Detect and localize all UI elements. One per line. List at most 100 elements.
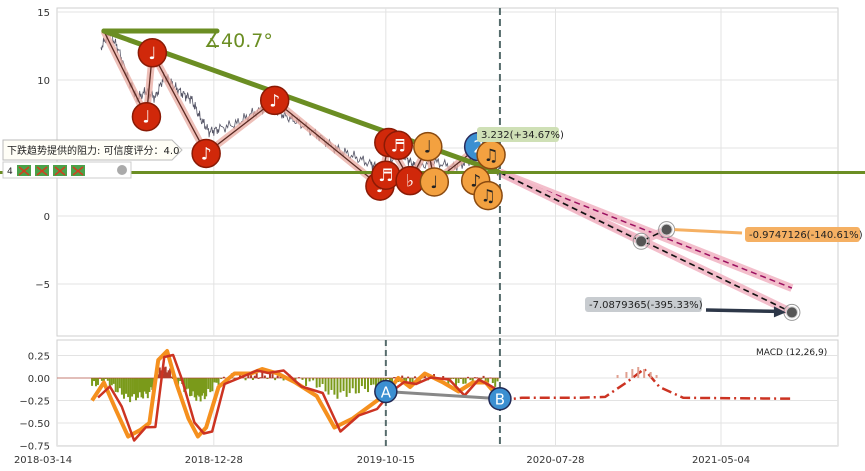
point-a-circle: [374, 379, 398, 404]
note-marker-glyph: ♩: [424, 138, 432, 158]
macd-hist-bar: [163, 367, 166, 378]
macd-hist-bar: [190, 378, 193, 396]
note-marker: ♩: [413, 131, 443, 162]
macd-hist-bar: [388, 378, 391, 383]
note-marker-glyph: ♪: [201, 144, 212, 164]
macd-hist-bar: [192, 378, 195, 392]
bottom-arrow-head: [773, 306, 786, 318]
macd-hist-bar: [496, 378, 499, 382]
macd-hist-bar: [253, 375, 256, 378]
macd-hist-bar: [108, 378, 111, 389]
macd-hist-bar: [95, 378, 98, 387]
macd-hist-bar: [120, 378, 123, 395]
macd-hist-bar: [357, 378, 360, 394]
point-a: A: [374, 379, 398, 404]
macd-hist-bar: [282, 378, 285, 381]
x-tick-label: 2021-05-04: [692, 455, 750, 466]
macd-plot-area: [57, 349, 792, 442]
macd-hist-bar: [146, 378, 149, 399]
macd-hist-bar: [188, 378, 191, 397]
note-marker: ♫: [473, 180, 503, 211]
macd-hist-bar: [158, 367, 161, 378]
macd-hist-bar: [203, 378, 206, 400]
macd-hist-bar: [196, 378, 199, 396]
resistance-callout-text: 下跌趋势提供的阻力: 可信度评分：4.0: [7, 144, 179, 157]
macd-hist-bar: [318, 378, 321, 388]
note-marker-glyph: ♩: [148, 44, 156, 64]
macd-hist-bar: [268, 372, 271, 378]
note-marker: ♬: [371, 160, 401, 190]
macd-hist-bar: [106, 378, 109, 381]
macd-hist-bar: [312, 378, 315, 381]
macd-hist-bar: [447, 378, 450, 385]
note-marker-glyph: ♫: [483, 146, 498, 166]
macd-hist-bar: [401, 375, 404, 378]
macd-y-tick-label: −0.50: [19, 419, 50, 430]
macd-hist-bar: [129, 378, 132, 403]
projection-hist-bar: [631, 369, 634, 378]
macd-hist-bar: [157, 374, 160, 378]
macd-hist-bar: [330, 378, 333, 390]
projection-hist-bar: [637, 367, 640, 378]
macd-hist-bar: [251, 378, 254, 380]
projection-hist-bar: [655, 375, 658, 378]
macd-hist-bar: [170, 376, 173, 378]
note-marker-glyph: ♩: [430, 173, 438, 193]
target-marker-dot: [660, 223, 673, 236]
macd-hist-bar: [308, 378, 311, 382]
macd-hist-bar: [217, 378, 220, 386]
macd-y-tick-label: −0.75: [19, 442, 50, 453]
macd-hist-bar: [367, 378, 370, 393]
note-marker: ♬: [383, 130, 414, 161]
macd-hist-bar: [91, 378, 94, 386]
gridlines: [57, 8, 838, 446]
bottom-target-label-text: -7.0879365(-395.33%): [589, 300, 703, 311]
macd-hist-bar: [454, 378, 457, 386]
macd-hist-bar: [494, 378, 497, 387]
macd-hist-bar: [464, 378, 467, 384]
macd-hist-bar: [391, 378, 394, 385]
macd-hist-bar: [276, 375, 279, 378]
macd-hist-bar: [133, 378, 136, 395]
macd-hist-bar: [199, 378, 202, 402]
macd-hist-bar: [100, 378, 103, 381]
macd-hist-bar: [351, 378, 354, 389]
date-x-axis: 2018-03-14 2018-12-28 2019-10-15 2020-07-28…: [14, 455, 750, 466]
macd-hist-bar: [457, 378, 460, 384]
signal-projection: [499, 367, 792, 402]
macd-hist-bar: [467, 376, 470, 378]
note-marker: ♩: [137, 38, 168, 68]
note-marker: ♫: [476, 140, 506, 170]
macd-y-tick-label: 0.25: [28, 352, 50, 363]
macd-hist-bar: [370, 378, 373, 386]
upper-note-label-box: [477, 127, 559, 142]
macd-hist-bar: [244, 378, 247, 381]
ab-connector: [385, 390, 501, 401]
target-marker-dot: [635, 235, 648, 248]
legend-chips: 4: [2, 161, 132, 179]
signal-line: [97, 353, 507, 442]
x-tick-label: 2018-03-14: [14, 455, 72, 466]
macd-hist-bar: [167, 370, 170, 378]
price-y-tick-label: −5: [35, 280, 50, 291]
macd-hist-bar: [93, 378, 96, 382]
annotation-overlay: ♩♩♪♪♫♩♬♬♭♩♩2♫♪♫3.232(+34.67%)-0.9747126(…: [0, 8, 865, 446]
macd-hist-bar: [179, 378, 182, 382]
macd-hist-bar: [164, 366, 167, 378]
macd-y-axis: 0.25 0.00 −0.25 −0.50 −0.75: [19, 352, 50, 453]
macd-hist-bar: [201, 378, 204, 396]
macd-hist-bar: [414, 376, 417, 378]
macd-hist-bar: [442, 376, 445, 378]
macd-hist-bar: [209, 378, 212, 393]
macd-hist-bar: [202, 378, 205, 394]
macd-hist-bar: [274, 378, 277, 381]
macd-hist-bar: [327, 378, 330, 395]
macd-y-tick-label: −0.25: [19, 397, 50, 408]
bottom-arrow-shaft: [705, 308, 778, 314]
macd-line: [90, 349, 502, 439]
note-marker-circle: [383, 130, 414, 161]
macd-hist-bar: [136, 378, 139, 398]
macd-hist-bar: [114, 378, 117, 392]
note-marker-glyph: ♪: [470, 172, 481, 192]
